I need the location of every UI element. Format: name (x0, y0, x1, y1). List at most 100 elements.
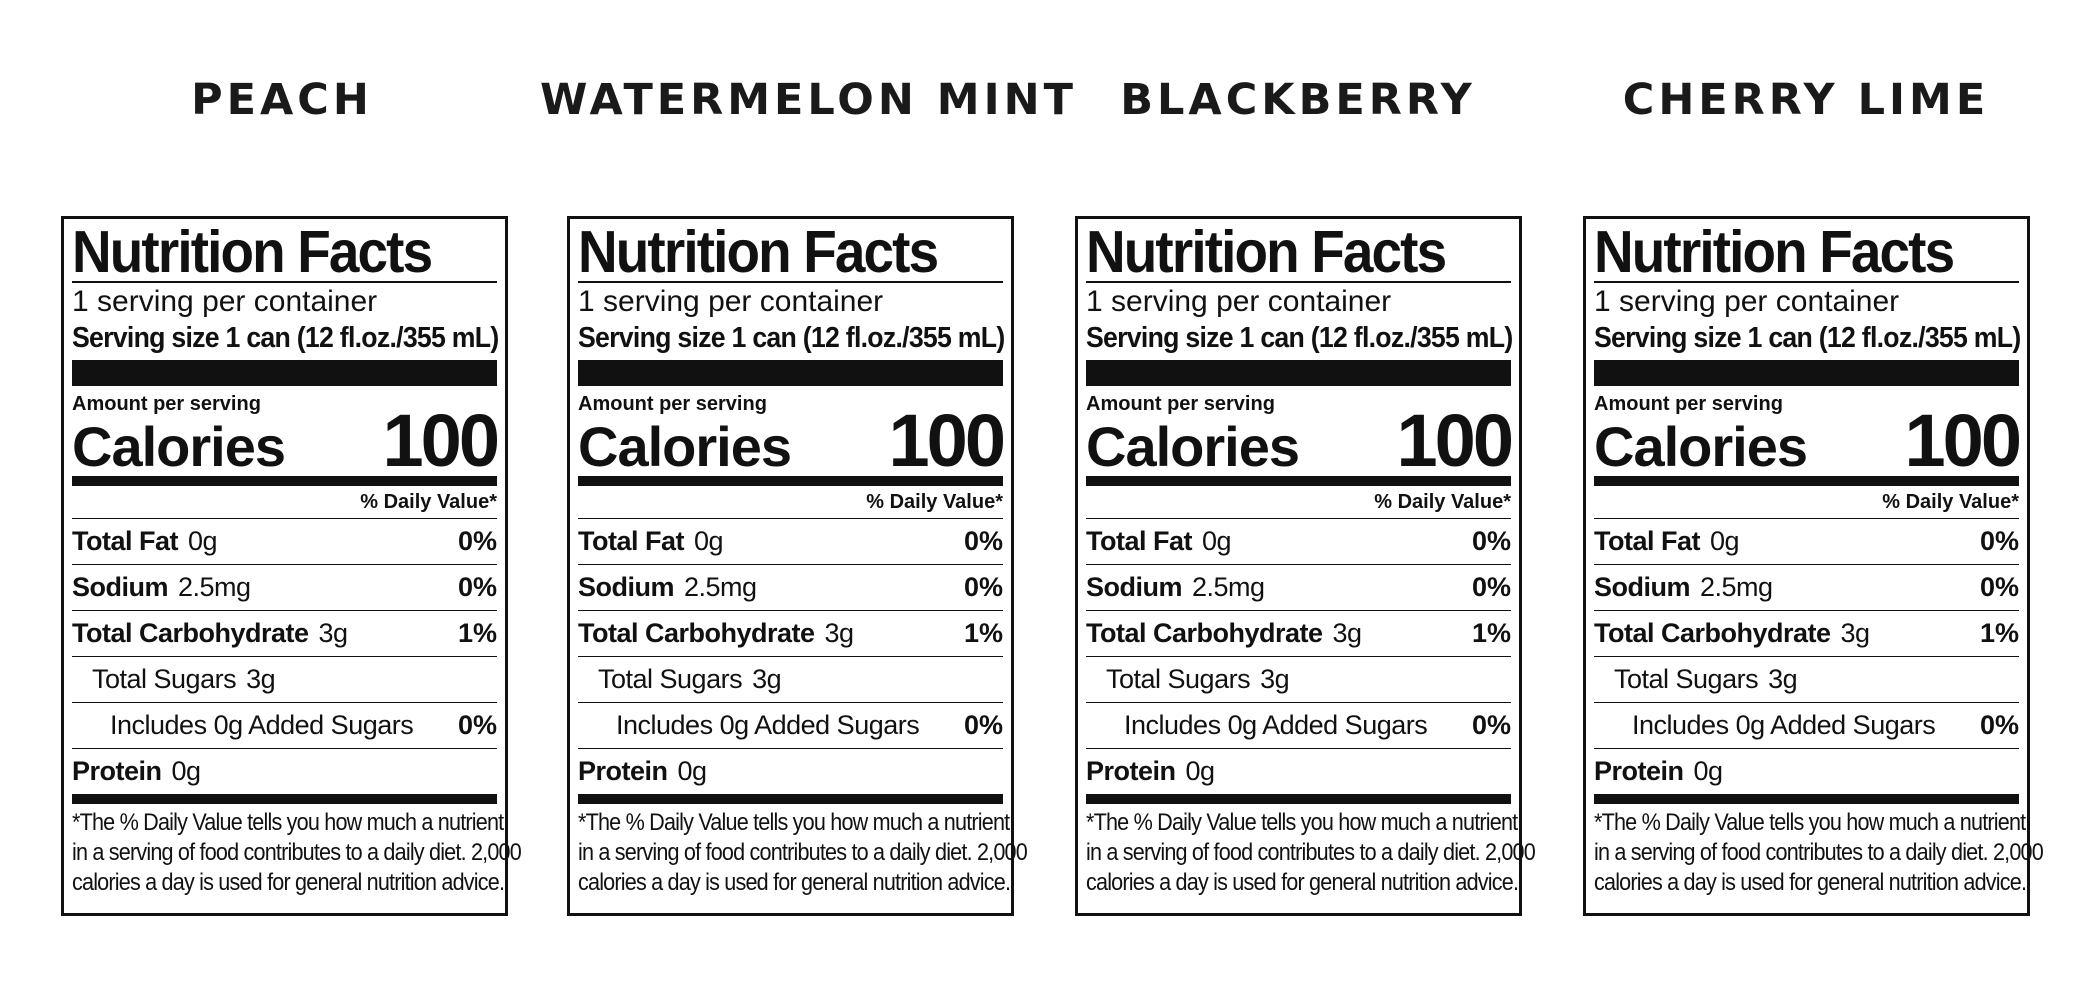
amount-per-serving: Amount per serving (578, 393, 767, 415)
nutrient-row-total-carbohydrate: Total Carbohydrate 3g 1% (578, 611, 1003, 657)
nutrient-amount: 0g (677, 756, 708, 786)
nutrient-amount: 3g (246, 664, 276, 694)
medium-divider (1086, 794, 1511, 804)
nutrient-daily-value: 0% (963, 710, 1003, 740)
daily-value-header: % Daily Value* (578, 486, 1003, 519)
nutrition-label-peach: Nutrition Facts 1 serving per container … (61, 216, 522, 916)
nutrient-name: Total Fat (1594, 526, 1701, 556)
nutrient-name: Sodium (1594, 572, 1691, 602)
nutrient-amount: 3g (1332, 618, 1363, 648)
daily-value-footnote: *The % Daily Value tells you how much a … (1086, 808, 1536, 898)
nutrient-name: Total Carbohydrate (578, 618, 815, 648)
daily-value-footnote: *The % Daily Value tells you how much a … (578, 808, 1028, 898)
nutrient-name: Total Fat (72, 526, 179, 556)
medium-divider (1594, 794, 2019, 804)
nutrient-row-total-fat: Total Fat 0g 0% (1086, 519, 1511, 565)
thick-divider (578, 360, 1003, 386)
daily-value-header: % Daily Value* (1086, 486, 1511, 519)
nutrition-label-cherry-lime: Nutrition Facts 1 serving per container … (1583, 216, 2044, 916)
nutrient-amount: 3g (752, 664, 782, 694)
nutrient-name: Protein (1594, 756, 1684, 786)
amount-per-serving: Amount per serving (1594, 393, 1783, 415)
nutrient-name: Protein (1086, 756, 1176, 786)
nutrient-amount: 3g (1768, 664, 1798, 694)
footnote-line: calories a day is used for general nutri… (578, 869, 1011, 896)
nutrient-row-added-sugars: Includes 0g Added Sugars 0% (1086, 703, 1511, 749)
nutrient-amount: 0g (1710, 526, 1740, 556)
nutrient-name: Includes 0g Added Sugars (1632, 710, 1936, 740)
nutrient-name: Total Carbohydrate (1086, 618, 1323, 648)
nutrient-row-total-carbohydrate: Total Carbohydrate 3g 1% (1086, 611, 1511, 657)
nutrient-row-total-sugars: Total Sugars 3g (1086, 657, 1511, 703)
calories-label: Calories (578, 415, 792, 478)
footnote-line: *The % Daily Value tells you how much a … (72, 809, 504, 836)
nutrient-row-total-carbohydrate: Total Carbohydrate 3g 1% (72, 611, 497, 657)
calories-row: Calories 100 (72, 404, 500, 478)
footnote-line: in a serving of food contributes to a da… (578, 839, 1028, 866)
nutrient-row-added-sugars: Includes 0g Added Sugars 0% (72, 703, 497, 749)
nutrient-daily-value: 0% (1979, 526, 2019, 556)
thick-divider (1594, 360, 2019, 386)
calories-value: 100 (1904, 399, 2022, 482)
nutrient-daily-value: 0% (1979, 710, 2019, 740)
amount-per-serving: Amount per serving (72, 393, 261, 415)
divider (578, 281, 1003, 283)
divider (72, 281, 497, 283)
servings-per-container: 1 serving per container (72, 285, 378, 318)
calories-row: Calories 100 (1594, 404, 2022, 478)
nutrient-amount: 3g (1260, 664, 1290, 694)
nutrient-name: Protein (72, 756, 162, 786)
daily-value-footnote: *The % Daily Value tells you how much a … (72, 808, 522, 898)
nutrient-row-total-sugars: Total Sugars 3g (1594, 657, 2019, 703)
nutrient-name: Total Fat (1086, 526, 1193, 556)
nutrient-daily-value: 0% (1471, 526, 1511, 556)
calories-value: 100 (888, 399, 1006, 482)
nutrient-daily-value: 1% (457, 618, 497, 648)
calories-value: 100 (382, 399, 500, 482)
nutrient-name: Sodium (578, 572, 675, 602)
calories-row: Calories 100 (1086, 404, 1514, 478)
nutrient-daily-value: 0% (963, 526, 1003, 556)
calories-label: Calories (72, 415, 286, 478)
calories-value: 100 (1396, 399, 1514, 482)
serving-size: Serving size 1 can (12 fl.oz./355 mL) (1086, 322, 1513, 354)
footnote-line: calories a day is used for general nutri… (72, 869, 505, 896)
nutrient-amount: 3g (318, 618, 349, 648)
nutrient-amount: 0g (1185, 756, 1216, 786)
nutrient-row-total-sugars: Total Sugars 3g (578, 657, 1003, 703)
nutrient-daily-value: 1% (963, 618, 1003, 648)
divider (1594, 281, 2019, 283)
nutrient-daily-value: 0% (457, 710, 497, 740)
nutrient-name: Total Sugars (598, 664, 743, 694)
medium-divider (72, 476, 497, 486)
nutrient-row-added-sugars: Includes 0g Added Sugars 0% (1594, 703, 2019, 749)
nutrient-row-sodium: Sodium 2.5mg 0% (578, 565, 1003, 611)
divider (1086, 281, 1511, 283)
medium-divider (578, 794, 1003, 804)
footnote-line: in a serving of food contributes to a da… (1086, 839, 1536, 866)
nutrient-name: Total Fat (578, 526, 685, 556)
nutrient-amount: 0g (1202, 526, 1232, 556)
nutrient-name: Protein (578, 756, 668, 786)
medium-divider (578, 476, 1003, 486)
daily-value-footnote: *The % Daily Value tells you how much a … (1594, 808, 2044, 898)
medium-divider (1086, 476, 1511, 486)
nutrient-daily-value: 0% (1979, 572, 2019, 602)
nutrient-daily-value: 0% (963, 572, 1003, 602)
calories-label: Calories (1594, 415, 1808, 478)
nutrition-facts-title: Nutrition Facts (1086, 219, 1447, 285)
flavor-title-watermelon-mint: WATERMELON MINT (540, 75, 1077, 125)
flavor-title-peach: PEACH (191, 75, 373, 125)
servings-per-container: 1 serving per container (1086, 285, 1392, 318)
footnote-line: in a serving of food contributes to a da… (1594, 839, 2044, 866)
nutrient-row-sodium: Sodium 2.5mg 0% (1594, 565, 2019, 611)
nutrient-row-total-sugars: Total Sugars 3g (72, 657, 497, 703)
nutrient-name: Sodium (72, 572, 169, 602)
nutrient-row-protein: Protein 0g (578, 749, 1003, 794)
nutrient-row-sodium: Sodium 2.5mg 0% (72, 565, 497, 611)
nutrient-name: Total Carbohydrate (1594, 618, 1831, 648)
flavor-title-blackberry: BLACKBERRY (1120, 75, 1476, 125)
flavor-title-cherry-lime: CHERRY LIME (1622, 75, 1990, 125)
footnote-line: calories a day is used for general nutri… (1594, 869, 2027, 896)
nutrient-amount: 3g (824, 618, 855, 648)
